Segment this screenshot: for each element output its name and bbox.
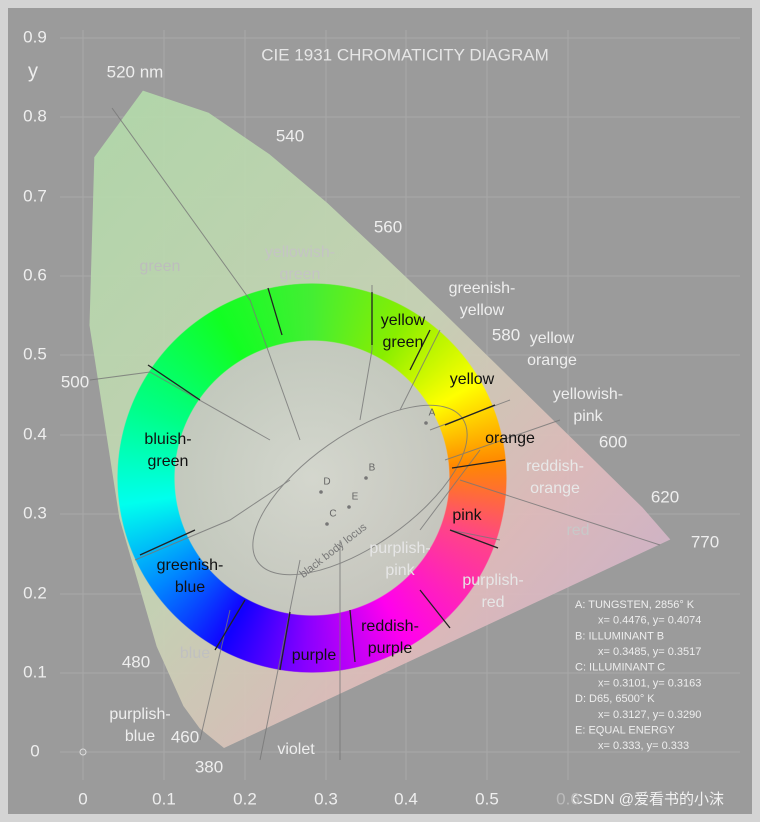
legend-line: x= 0.3127, y= 0.3290 [598,709,701,721]
wavelength-label: 580 [492,325,520,344]
region-label: red [481,594,504,611]
legend-line: C: ILLUMINANT C [575,662,665,674]
title: CIE 1931 CHROMATICITY DIAGRAM [261,45,548,64]
region-label: blue [125,728,155,745]
wavelength-label: 380 [195,757,223,776]
y-tick-label: 0.8 [23,106,47,125]
legend-line: D: D65, 6500° K [575,693,655,705]
point-marker [424,421,428,425]
y-tick-label: 0.1 [23,662,47,681]
region-label: orange [530,480,580,497]
region-label: reddish- [526,458,584,475]
region-label: purple [368,640,413,657]
region-label: bluish- [144,431,191,448]
wavelength-label: 560 [374,217,402,236]
y-tick-label: 0.7 [23,186,47,205]
x-tick-label: 0.5 [475,789,499,808]
legend-line: x= 0.333, y= 0.333 [598,740,689,752]
region-label: yellow [381,312,426,329]
y-tick-label: 0.2 [23,583,47,602]
x-tick-label: 0.1 [152,789,176,808]
region-label: pink [385,562,415,579]
region-label: blue [175,579,205,596]
wavelength-label: 500 [61,372,89,391]
region-label: green [280,266,321,283]
wavelength-label: 480 [122,652,150,671]
y-tick-label: 0.4 [23,424,47,443]
region-label: purplish- [462,572,523,589]
region-label: purplish- [109,706,170,723]
x-tick-label: 0.2 [233,789,257,808]
region-label: purplish- [369,540,430,557]
legend-line: A: TUNGSTEN, 2856° K [575,599,695,611]
point-marker [347,505,351,509]
region-label: green [140,258,181,275]
y-tick-label: 0.9 [23,27,47,46]
point-marker [364,476,368,480]
region-label: orange [485,430,535,447]
y-tick-label: 0 [30,741,39,760]
legend-line: E: EQUAL ENERGY [575,725,676,737]
ring-boundaries [139,287,506,671]
region-label: blue [180,645,210,662]
region-label: violet [277,741,315,758]
ring-center [175,341,449,615]
x-tick-label: 0.3 [314,789,338,808]
point-label: C [329,509,336,520]
y-tick-label: 0.5 [23,344,47,363]
region-label: yellow [530,330,575,347]
x-tick-label: 0.6 [556,789,580,808]
point-label: D [323,477,330,488]
x-tick-label: 0 [78,789,87,808]
region-label: pink [573,408,603,425]
region-label: greenish- [157,557,224,574]
y-tick-label: 0.3 [23,503,47,522]
wavelength-label: 600 [599,432,627,451]
y-tick-label: 0.6 [23,265,47,284]
region-label: yellowish- [553,386,623,403]
point-marker [325,522,329,526]
region-label: yellow [450,371,495,388]
legend-line: x= 0.3485, y= 0.3517 [598,646,701,658]
region-label: greenish- [449,280,516,297]
region-label: orange [527,352,577,369]
legend-line: x= 0.4476, y= 0.4074 [598,615,701,627]
origin-marker [79,748,87,756]
wavelength-label: 540 [276,126,304,145]
point-marker [319,490,323,494]
watermark: CSDN @爱看书的小沫 [572,791,724,808]
legend-line: B: ILLUMINANT B [575,630,664,642]
region-label: reddish- [361,618,419,635]
region-label: green [383,334,424,351]
wavelength-label: 460 [171,727,199,746]
x-tick-label: 0.4 [394,789,418,808]
point-label: B [369,463,376,474]
legend-line: x= 0.3101, y= 0.3163 [598,677,701,689]
point-label: A [429,408,436,419]
point-label: E [352,492,359,503]
y-axis-label: y [28,60,38,82]
region-label: pink [452,507,482,524]
region-label: purple [292,647,337,664]
region-label: green [148,453,189,470]
region-label: yellow [460,302,505,319]
region-label: red [566,522,589,539]
wavelength-label: 620 [651,487,679,506]
wavelength-label: 770 [691,532,719,551]
wavelength-label: 520 nm [107,62,164,81]
region-label: yellowish- [265,244,335,261]
